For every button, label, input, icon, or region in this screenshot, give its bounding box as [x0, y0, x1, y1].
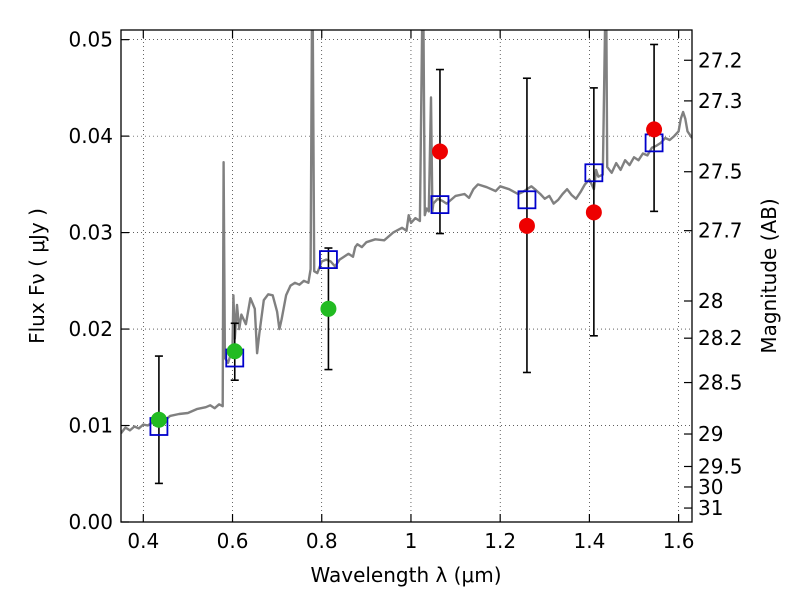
x-tick-label: 1 — [405, 529, 418, 553]
circle-marker — [320, 300, 337, 317]
magnitude-tick-label: 29 — [698, 422, 723, 446]
y-tick-label: 0.02 — [68, 317, 113, 341]
magnitude-tick-label: 30 — [698, 475, 723, 499]
x-tick-label: 1.6 — [663, 529, 695, 553]
axis-ticks — [121, 30, 692, 523]
y-tick-label: 0.04 — [68, 124, 113, 148]
magnitude-tick-label: 27.7 — [698, 219, 743, 243]
y-tick-label: 0.03 — [68, 221, 113, 245]
magnitude-tick-label: 28.5 — [698, 371, 743, 395]
data-points — [149, 43, 664, 485]
y-tick-label: 0.01 — [68, 414, 113, 438]
magnitude-tick-label: 28 — [698, 289, 723, 313]
square-marker — [319, 250, 338, 270]
circle-marker — [226, 343, 243, 360]
y-axis-right-title: Magnitude (AB) — [757, 198, 781, 353]
circle-marker — [585, 204, 602, 221]
y-axis-title: Flux Fν ( μJy ) — [25, 208, 49, 344]
circle-marker — [150, 411, 167, 428]
x-tick-label: 0.6 — [217, 529, 249, 553]
magnitude-tick-label: 27.5 — [698, 160, 743, 184]
square-marker — [430, 195, 450, 215]
x-tick-label: 0.4 — [127, 529, 159, 553]
tick-labels: 0.4 0.6 0.8 1 1.2 1.4 1.6 0.00 0.01 0.02 0.03 0.04 0… — [68, 28, 742, 553]
x-axis-title: Wavelength λ (μm) — [310, 563, 501, 587]
magnitude-tick-label: 28.2 — [698, 326, 743, 350]
x-tick-label: 0.8 — [306, 529, 338, 553]
x-tick-label: 1.4 — [573, 529, 605, 553]
model-spectrum-line — [121, 30, 692, 434]
square-marker — [584, 163, 604, 183]
magnitude-tick-label: 29.5 — [698, 454, 743, 478]
x-tick-label: 1.2 — [484, 529, 516, 553]
magnitude-tick-label: 27.3 — [698, 89, 743, 113]
square-marker — [517, 190, 537, 210]
y-tick-label: 0.05 — [68, 28, 113, 52]
circle-marker — [646, 121, 663, 138]
circle-marker — [431, 143, 448, 160]
plot-frame — [120, 29, 693, 523]
y-tick-label: 0.00 — [68, 510, 113, 534]
model-spectrum — [121, 30, 692, 434]
magnitude-tick-label: 31 — [698, 496, 723, 520]
circle-marker — [518, 217, 535, 234]
magnitude-tick-label: 27.2 — [698, 48, 743, 72]
